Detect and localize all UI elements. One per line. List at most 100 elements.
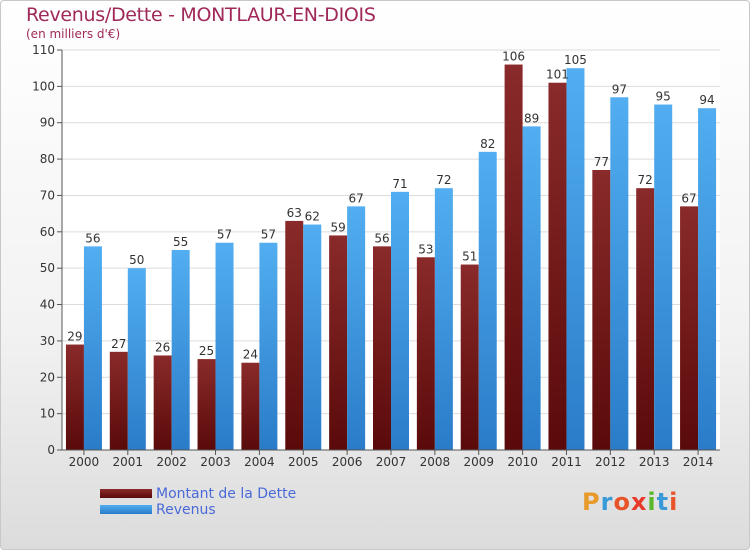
revenus-bar	[434, 188, 453, 450]
logo-letter: i	[647, 488, 657, 516]
revenus-value-label: 56	[85, 231, 100, 245]
x-tick-label: 2008	[420, 455, 451, 469]
debt-bar	[109, 351, 128, 450]
y-tick-label: 20	[40, 370, 55, 384]
debt-bar	[197, 359, 216, 450]
x-tick-label: 2001	[113, 455, 144, 469]
y-tick-label: 80	[40, 152, 55, 166]
y-tick-label: 90	[40, 116, 55, 130]
revenus-value-label: 105	[564, 53, 587, 67]
x-tick-label: 2004	[244, 455, 275, 469]
revenus-bar	[654, 104, 673, 450]
revenus-bar	[171, 250, 190, 450]
revenus-bar	[566, 68, 585, 450]
x-tick-label: 2002	[156, 455, 187, 469]
proxiti-logo: Proxiti	[582, 488, 678, 516]
debt-value-label: 26	[155, 340, 170, 354]
revenus-value-label: 55	[173, 235, 188, 249]
debt-bar	[416, 257, 435, 450]
revenus-value-label: 57	[217, 228, 232, 242]
legend-swatch-revenus	[100, 505, 152, 514]
debt-value-label: 101	[546, 68, 569, 82]
revenus-bar	[391, 191, 409, 450]
debt-value-label: 29	[67, 330, 82, 344]
logo-letter: o	[613, 488, 631, 516]
debt-value-label: 63	[287, 206, 302, 220]
chart-title: Revenus/Dette - MONTLAUR-EN-DIOIS	[26, 4, 376, 26]
revenus-value-label: 95	[656, 90, 671, 104]
x-tick-label: 2000	[69, 455, 100, 469]
chart-subtitle: (en milliers d'€)	[26, 27, 121, 41]
debt-bar	[636, 188, 655, 450]
debt-value-label: 53	[418, 242, 433, 256]
y-tick-label: 0	[47, 443, 55, 457]
revenus-bar	[610, 97, 629, 450]
revenus-bar	[522, 126, 541, 450]
debt-bar	[460, 264, 479, 450]
legend-label-revenus: Revenus	[156, 502, 216, 518]
revenus-value-label: 71	[392, 177, 407, 191]
revenus-value-label: 89	[524, 111, 539, 125]
x-tick-label: 2010	[507, 455, 538, 469]
revenus-value-label: 67	[348, 191, 363, 205]
debt-value-label: 27	[111, 337, 126, 351]
revenus-value-label: 97	[612, 82, 627, 96]
revenus-bar	[259, 242, 278, 450]
logo-letter: i	[669, 488, 679, 516]
debt-bar	[153, 355, 172, 450]
x-tick-label: 2011	[551, 455, 582, 469]
debt-bar	[504, 64, 523, 450]
debt-bar	[65, 344, 84, 450]
debt-value-label: 59	[330, 220, 345, 234]
debt-value-label: 56	[374, 231, 389, 245]
legend-swatch-debt	[100, 489, 152, 498]
revenus-bar	[347, 206, 366, 450]
x-tick-label: 2003	[200, 455, 231, 469]
y-tick-label: 100	[32, 79, 55, 93]
y-tick-label: 60	[40, 225, 55, 239]
x-tick-label: 2006	[332, 455, 363, 469]
revenus-bar	[698, 108, 717, 450]
x-tick-label: 2009	[463, 455, 494, 469]
logo-letter: x	[630, 488, 648, 516]
revenus-bar	[83, 246, 102, 450]
y-tick-label: 10	[40, 407, 55, 421]
logo-letter: P	[582, 488, 601, 516]
debt-bar	[680, 206, 699, 450]
logo-letter: t	[656, 488, 670, 516]
debt-bar	[241, 362, 260, 450]
y-tick-label: 40	[40, 298, 55, 312]
y-tick-label: 50	[40, 261, 55, 275]
debt-value-label: 51	[462, 250, 477, 264]
revenus-value-label: 94	[699, 93, 714, 107]
x-tick-label: 2007	[376, 455, 407, 469]
debt-value-label: 24	[243, 348, 258, 362]
revenus-value-label: 62	[305, 210, 320, 224]
revenus-bar	[127, 268, 146, 450]
debt-bar	[329, 235, 348, 450]
x-tick-label: 2012	[595, 455, 626, 469]
legend-label-debt: Montant de la Dette	[156, 486, 297, 502]
debt-value-label: 77	[594, 155, 609, 169]
debt-value-label: 67	[681, 191, 696, 205]
debt-bar	[285, 220, 304, 450]
debt-value-label: 25	[199, 344, 214, 358]
debt-bar	[548, 82, 567, 451]
revenus-bar	[478, 151, 497, 450]
x-tick-label: 2005	[288, 455, 319, 469]
debt-bar	[592, 170, 611, 450]
revenus-value-label: 57	[261, 228, 276, 242]
debt-value-label: 106	[502, 50, 525, 64]
y-tick-label: 30	[40, 334, 55, 348]
debt-bar	[373, 246, 391, 450]
revenus-value-label: 50	[129, 253, 144, 267]
y-tick-label: 110	[32, 43, 55, 57]
debt-value-label: 72	[638, 173, 653, 187]
x-tick-label: 2013	[639, 455, 670, 469]
y-tick-label: 70	[40, 188, 55, 202]
revenus-value-label: 72	[436, 173, 451, 187]
x-tick-label: 2014	[683, 455, 714, 469]
logo-letter: r	[600, 488, 614, 516]
revenus-bar	[215, 242, 234, 450]
